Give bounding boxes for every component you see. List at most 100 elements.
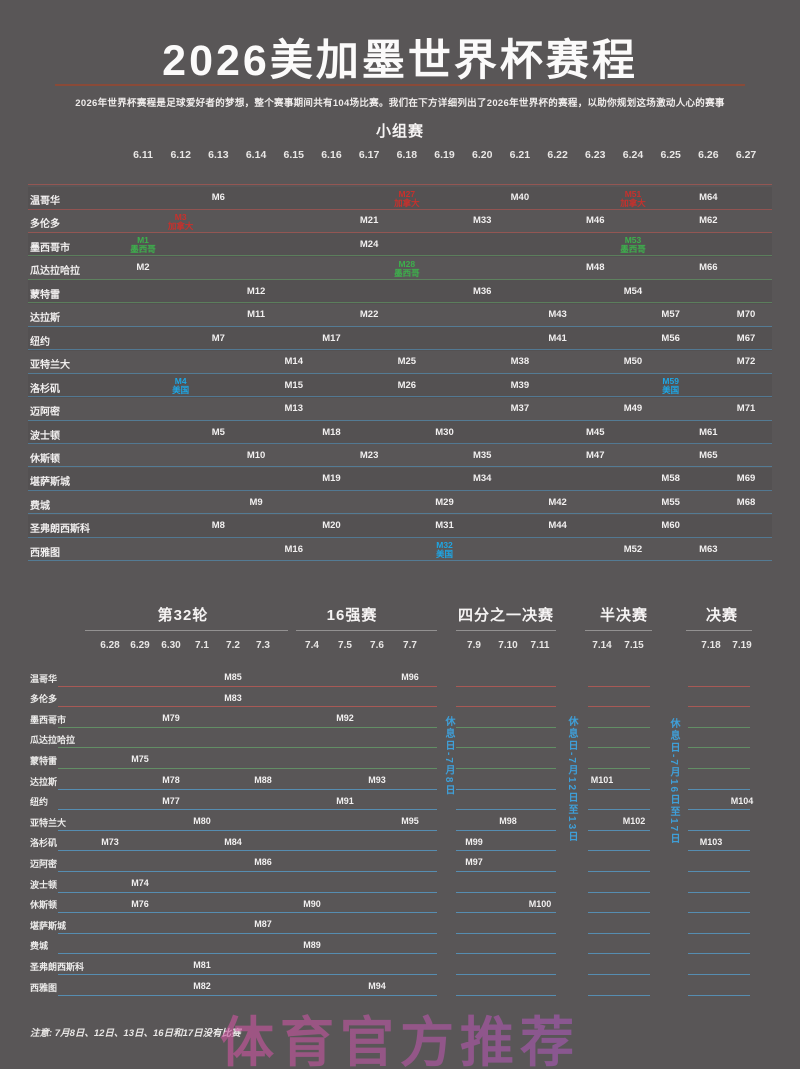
match-cell: M65 (699, 449, 718, 461)
city-label: 亚特兰大 (30, 360, 70, 372)
row-separator (28, 513, 772, 515)
row-separator (688, 870, 750, 872)
match-cell: M18 (322, 426, 341, 438)
match-cell: M6 (211, 192, 225, 203)
match-cell: M88 (254, 775, 272, 785)
row-separator (588, 994, 650, 996)
row-separator (688, 994, 750, 996)
match-cell: M97 (465, 857, 483, 868)
group-date-label: 6.19 (434, 149, 455, 161)
knockout-section-title: 四分之一决赛 (457, 607, 555, 624)
row-separator (28, 443, 772, 444)
row-separator (688, 788, 750, 790)
row-separator (588, 767, 650, 769)
group-date-label: 6.16 (321, 149, 342, 161)
match-cell: M13 (284, 403, 303, 415)
match-cell: M91 (336, 795, 354, 806)
city-label: 墨西哥市 (30, 242, 70, 254)
match-cell: M54 (623, 285, 643, 297)
match-cell: M5 (211, 426, 225, 438)
match-cell: M81 (193, 960, 211, 971)
city-label: 洛杉矶 (30, 838, 58, 849)
match-cell: M71 (736, 403, 756, 415)
group-stage-title: 小组赛 (375, 123, 424, 140)
row-separator (28, 489, 772, 491)
match-cell: M74 (131, 878, 149, 888)
row-separator (58, 829, 437, 831)
knockout-date-label: 7.10 (498, 640, 518, 651)
city-label: 亚特兰大 (30, 817, 67, 828)
section-header-rule (296, 630, 437, 631)
match-cell-host: M28 墨西哥 (394, 258, 420, 278)
city-label: 纽约 (30, 336, 50, 348)
row-separator (456, 912, 556, 914)
city-label: 圣弗朗西斯科 (30, 961, 85, 972)
city-label: 瓜达拉哈拉 (30, 735, 76, 746)
match-cell: M29 (435, 496, 454, 508)
knockout-date-label: 7.14 (592, 640, 612, 651)
match-cell: M101 (590, 775, 614, 785)
match-cell: M62 (699, 215, 718, 227)
match-cell: M43 (548, 309, 567, 321)
row-separator (28, 466, 772, 468)
row-separator (456, 994, 556, 996)
match-cell: M46 (586, 215, 605, 227)
row-separator (688, 932, 750, 934)
row-separator (58, 850, 437, 852)
row-separator (688, 891, 750, 893)
city-label: 蒙特雷 (30, 289, 60, 301)
match-cell: M15 (284, 379, 303, 391)
match-cell: M35 (472, 449, 492, 461)
match-cell: M61 (699, 426, 718, 438)
row-separator (456, 850, 556, 852)
group-date-label: 6.17 (358, 149, 380, 161)
row-separator (688, 706, 750, 708)
match-cell: M64 (699, 192, 718, 203)
match-cell: M19 (322, 473, 341, 485)
city-label: 费城 (30, 941, 49, 952)
row-separator (456, 788, 556, 790)
knockout-section-title: 半决赛 (599, 607, 649, 624)
knockout-section-title: 16强赛 (326, 607, 378, 624)
city-label: 温哥华 (30, 673, 58, 684)
match-cell-host: M4 美国 (172, 376, 190, 396)
city-label: 温哥华 (30, 196, 60, 207)
match-cell: M87 (254, 919, 272, 930)
row-separator (28, 325, 772, 327)
section-header-rule (585, 630, 652, 631)
group-date-label: 6.15 (283, 149, 304, 161)
row-separator (588, 809, 650, 811)
match-cell: M83 (224, 692, 242, 703)
match-cell: M14 (284, 356, 303, 368)
row-separator (456, 829, 556, 831)
match-cell: M94 (368, 981, 386, 991)
row-separator (588, 829, 650, 831)
city-label: 达拉斯 (30, 313, 60, 325)
knockout-date-label: 7.9 (467, 640, 481, 651)
match-cell: M79 (162, 713, 180, 724)
match-cell-host: M53 墨西哥 (620, 235, 646, 255)
rest-day-label-july16-17: 休息日-7月16日至17日 (668, 718, 679, 846)
knockout-date-label: 7.1 (195, 640, 209, 651)
row-band (28, 280, 772, 304)
match-cell: M42 (548, 496, 567, 508)
row-separator (688, 726, 750, 728)
knockout-date-label: 7.11 (530, 640, 550, 651)
row-separator (588, 932, 650, 934)
match-cell: M90 (303, 898, 321, 909)
row-separator (688, 829, 750, 831)
match-cell: M47 (586, 449, 605, 461)
row-separator (588, 891, 650, 893)
city-label: 纽约 (30, 797, 49, 808)
row-separator (688, 685, 750, 687)
row-separator (688, 809, 750, 811)
match-cell: M40 (510, 192, 530, 203)
group-date-label: 6.14 (245, 149, 267, 161)
row-separator (456, 685, 556, 687)
match-cell: M11 (247, 309, 266, 321)
match-cell-host: M3 加拿大 (167, 211, 194, 231)
match-cell: M80 (193, 816, 211, 827)
row-separator (58, 932, 437, 934)
match-cell: M7 (211, 332, 225, 344)
match-cell-host: M1 墨西哥 (130, 235, 156, 255)
